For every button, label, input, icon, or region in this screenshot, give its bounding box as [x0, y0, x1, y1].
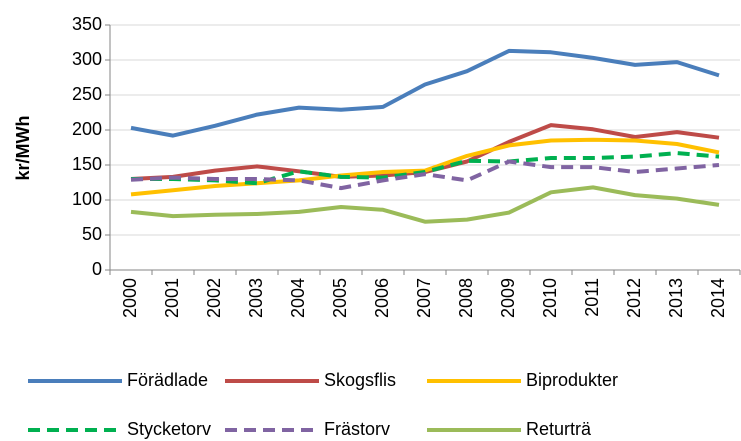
- x-tick-label: 2012: [624, 278, 644, 318]
- legend-label: Stycketorv: [127, 419, 211, 439]
- x-tick-label: 2006: [372, 278, 392, 318]
- x-tick-label: 2010: [540, 278, 560, 318]
- x-tick-label: 2007: [414, 278, 434, 318]
- y-tick-label: 150: [72, 154, 102, 174]
- x-tick-label: 2008: [456, 278, 476, 318]
- y-tick-label: 300: [72, 49, 102, 69]
- y-tick-label: 250: [72, 84, 102, 104]
- x-tick-label: 2001: [162, 278, 182, 318]
- x-tick-label: 2002: [204, 278, 224, 318]
- x-tick-label: 2013: [666, 278, 686, 318]
- y-tick-label: 50: [82, 224, 102, 244]
- x-tick-label: 2004: [288, 278, 308, 318]
- x-tick-label: 2011: [582, 278, 602, 317]
- legend-label: Returträ: [526, 419, 592, 439]
- legend-label: Skogsflis: [324, 370, 396, 390]
- series-line: [130, 185, 720, 224]
- y-tick-label: 200: [72, 119, 102, 139]
- legend-label: Biprodukter: [526, 370, 618, 390]
- legend-label: Förädlade: [127, 370, 208, 390]
- x-tick-label: 2000: [120, 278, 140, 318]
- x-tick-label: 2005: [330, 278, 350, 318]
- y-tick-label: 0: [92, 259, 102, 279]
- series-line: [130, 137, 720, 197]
- y-axis-label: kr/MWh: [13, 116, 33, 181]
- x-tick-label: 2014: [708, 278, 728, 318]
- x-tick-label: 2003: [246, 278, 266, 318]
- series-line: [131, 151, 720, 186]
- y-tick-label: 100: [72, 189, 102, 209]
- legend-label: Frästorv: [324, 419, 390, 439]
- series-line: [130, 159, 720, 191]
- x-tick-label: 2009: [498, 278, 518, 318]
- series-line: [130, 48, 720, 138]
- y-tick-label: 350: [72, 14, 102, 34]
